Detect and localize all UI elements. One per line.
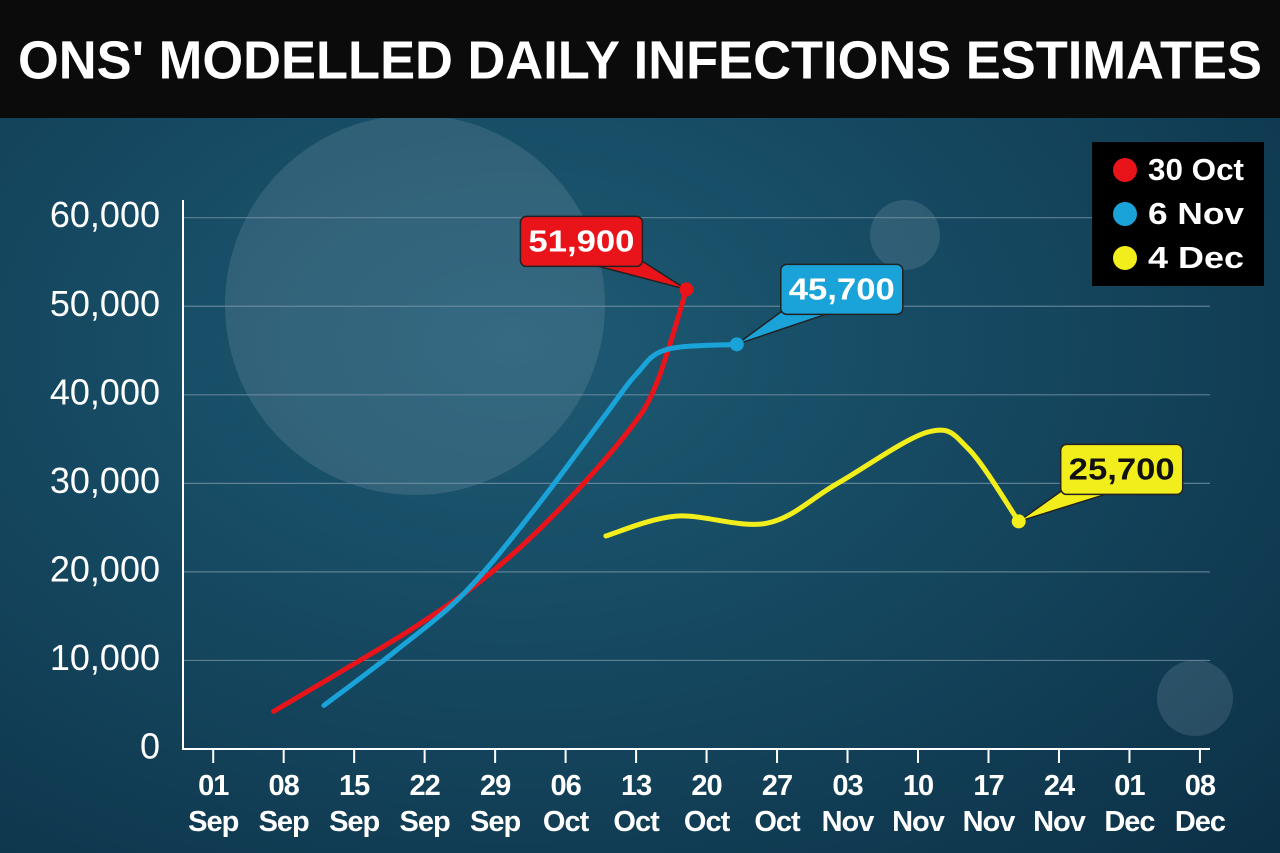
legend-label: 4 Dec — [1148, 240, 1244, 275]
legend-marker — [1113, 246, 1137, 270]
legend-label: 30 Oct — [1148, 152, 1244, 187]
point-marker — [679, 282, 694, 297]
x-tick-label: 08 Sep — [258, 770, 310, 838]
x-tick-label: 10 Nov — [892, 770, 945, 838]
data-label: 25,700 — [1069, 452, 1175, 487]
x-tick-label: 24 Nov — [1033, 770, 1086, 838]
y-tick-label: 10,000 — [50, 637, 160, 678]
y-tick-label: 0 — [140, 726, 160, 767]
x-tick-label: 22 Sep — [399, 770, 451, 838]
series-line — [271, 286, 689, 714]
legend-label: 6 Nov — [1148, 196, 1245, 231]
legend-marker — [1113, 202, 1137, 226]
data-label: 45,700 — [789, 272, 895, 307]
y-tick-label: 50,000 — [50, 283, 160, 324]
x-tick-label: 08 Dec — [1174, 770, 1226, 838]
x-tick-label: 13 Oct — [613, 770, 659, 838]
x-tick-label: 03 Nov — [821, 770, 875, 838]
chart-title: ONS' MODELLED DAILY INFECTIONS ESTIMATES — [18, 30, 1262, 90]
series-line — [603, 427, 1022, 539]
x-tick-label: 06 Oct — [542, 770, 589, 838]
y-tick-label: 20,000 — [50, 548, 160, 589]
x-tick-label: 01 Sep — [188, 770, 239, 838]
x-tick-label: 01 Dec — [1104, 770, 1155, 838]
data-label: 51,900 — [528, 224, 634, 259]
y-tick-label: 40,000 — [50, 371, 160, 412]
y-tick-label: 60,000 — [50, 194, 160, 235]
point-marker — [1011, 514, 1026, 529]
x-tick-label: 15 Sep — [329, 770, 380, 838]
callout-box — [519, 215, 644, 268]
title-bar — [0, 0, 1280, 118]
x-tick-label: 27 Oct — [754, 770, 800, 838]
callout-box — [780, 263, 904, 316]
decoration — [225, 115, 1233, 736]
point-marker — [729, 337, 744, 352]
x-tick-label: 29 Sep — [470, 770, 521, 838]
x-tick-label: 17 Nov — [962, 770, 1016, 838]
x-tick-label: 20 Oct — [683, 770, 730, 838]
series-line — [321, 341, 740, 708]
y-tick-label: 30,000 — [50, 460, 160, 501]
callout-box — [1059, 443, 1184, 496]
legend-marker — [1113, 158, 1137, 182]
